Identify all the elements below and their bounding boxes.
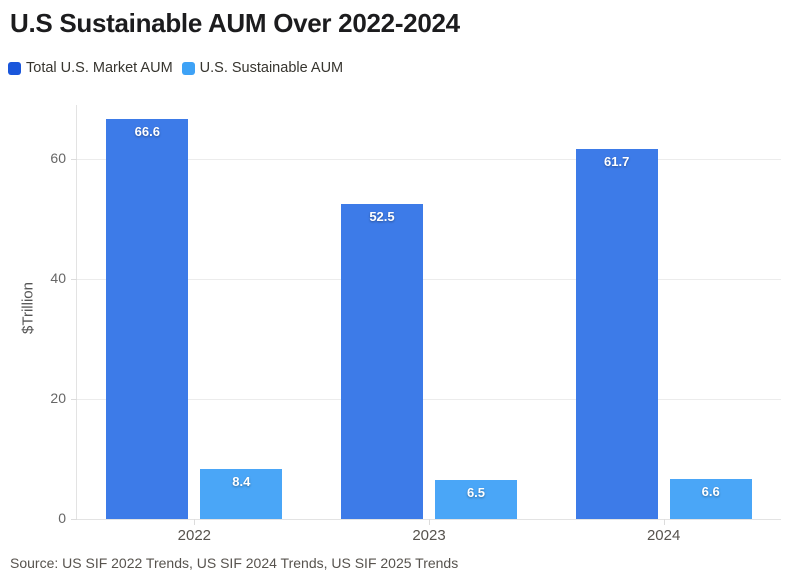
x-tick-mark-2024 [663,519,665,525]
bar-group-2022: 66.6 8.4 [77,105,312,519]
y-tick-mark-40 [71,278,77,280]
y-tick-mark-60 [71,158,77,160]
x-tick-label-2024: 2024 [646,527,681,544]
legend-item-total-market: Total U.S. Market AUM [8,60,173,76]
y-tick-mark-20 [71,398,77,400]
legend: Total U.S. Market AUM U.S. Sustainable A… [8,60,343,76]
bar-value-label: 6.6 [701,484,720,500]
bar-value-label: 61.7 [604,153,630,169]
legend-item-sustainable: U.S. Sustainable AUM [181,60,344,76]
bar-2024-sustainable: 6.6 [669,479,752,519]
bar-value-label: 6.5 [466,485,486,500]
bar-group-2024: 61.7 6.6 [546,105,781,519]
y-tick-label-0: 0 [58,510,66,526]
gridline-y20 [77,398,781,400]
bar-value-label: 8.4 [232,473,251,489]
y-tick-label-20: 20 [50,390,66,406]
x-tick-mark-2023 [429,519,430,525]
x-tick-label-2022: 2022 [177,527,212,544]
bar-value-label: 52.5 [369,209,395,224]
bar-2022-sustainable: 8.4 [200,468,283,519]
legend-label-sustainable: U.S. Sustainable AUM [199,60,344,76]
y-tick-label-40: 40 [50,270,66,286]
legend-swatch-sustainable-icon [181,61,195,75]
chart-title: U.S Sustainable AUM Over 2022-2024 [10,8,460,38]
y-axis-title: $Trillion [19,282,37,334]
legend-swatch-total-market-icon [8,61,21,75]
gridline-y40 [77,278,781,280]
gridline-y60 [77,158,781,160]
bar-value-label: 66.6 [134,124,160,140]
bar-2024-total-market: 61.7 [575,148,658,519]
x-tick-label-2023: 2023 [412,527,446,544]
plot-area: 0 20 40 60 66.6 8.4 2022 52.5 6.5 2023 61.7 6.6 2024 [50,105,781,543]
source-note: Source: US SIF 2022 Trends, US SIF 2024 … [10,555,459,571]
y-tick-mark-0 [71,518,77,520]
bar-2023-sustainable: 6.5 [434,480,517,519]
x-tick-mark-2022 [194,519,196,525]
bar-2023-total-market: 52.5 [340,204,423,519]
bar-2022-total-market: 66.6 [106,119,189,519]
legend-label-total-market: Total U.S. Market AUM [26,60,173,76]
bar-group-2023: 52.5 6.5 [312,105,547,519]
y-tick-label-60: 60 [50,150,66,166]
